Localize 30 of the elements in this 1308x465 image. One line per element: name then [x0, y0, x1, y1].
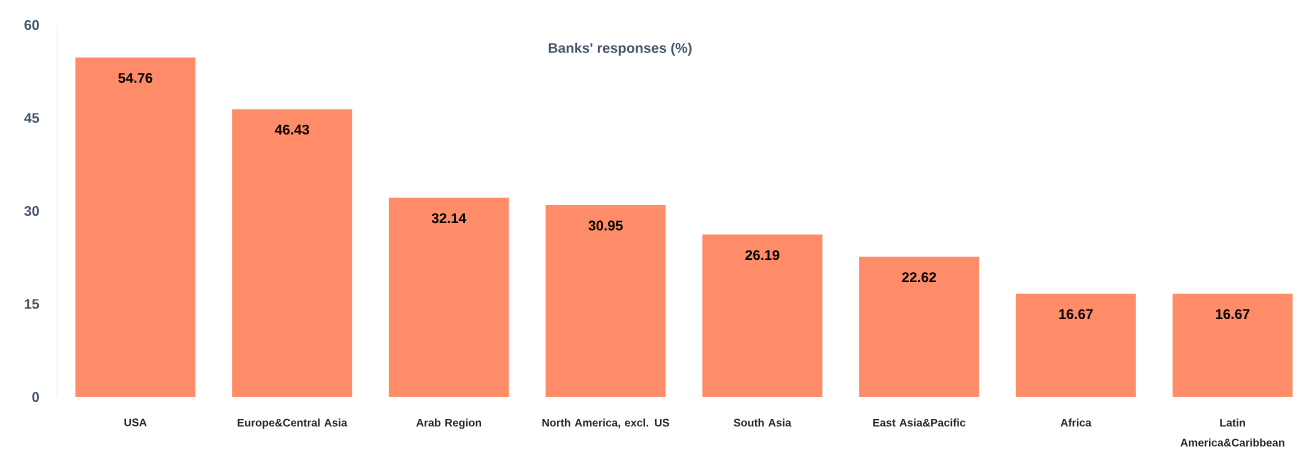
- bar: [1015, 293, 1136, 397]
- data-label: 54.76: [118, 73, 153, 83]
- x-tick-label: Arab Region: [416, 418, 482, 429]
- bar: [859, 256, 980, 397]
- x-tick-label: Europe&Central Asia: [237, 418, 348, 429]
- bar: [545, 205, 666, 397]
- text: Banks' responses (%): [548, 42, 692, 56]
- x-tick-label: South Asia: [733, 418, 792, 427]
- y-tick-label: 15: [24, 299, 40, 309]
- x-tick-label: East Asia&Pacific: [873, 418, 966, 427]
- data-label: 22.62: [902, 272, 937, 283]
- y-tick-label: 30: [24, 206, 39, 216]
- data-label: 26.19: [745, 250, 780, 261]
- data-label: 30.95: [588, 220, 623, 231]
- bar: [702, 234, 823, 397]
- data-label: 46.43: [274, 124, 310, 135]
- bar: [1172, 293, 1293, 397]
- data-label: 16.67: [1059, 309, 1093, 320]
- bar: [232, 109, 353, 397]
- x-tick-label: Latin America&Caribbean: [1180, 418, 1285, 447]
- bar: [75, 57, 196, 397]
- x-tick-label: Africa: [1060, 418, 1092, 427]
- bar: [388, 197, 509, 397]
- data-label: 32.14: [431, 213, 467, 224]
- y-tick-label: 45: [24, 113, 40, 123]
- y-tick-label: 0: [32, 392, 39, 402]
- data-label: 16.67: [1216, 309, 1250, 320]
- y-tick-label: 60: [24, 20, 39, 30]
- x-tick-label: North America, excl. US: [542, 418, 670, 429]
- x-tick-label: USA: [124, 418, 147, 427]
